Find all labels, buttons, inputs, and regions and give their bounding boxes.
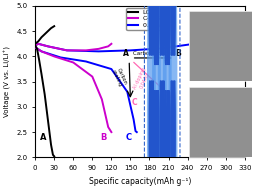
Circle shape [152,0,153,55]
Circle shape [163,81,164,182]
Circle shape [159,81,161,182]
Circle shape [163,0,164,55]
Circle shape [164,90,166,189]
Circle shape [161,0,162,55]
Circle shape [154,0,155,65]
Circle shape [151,0,160,189]
Circle shape [152,81,153,182]
Text: C: C [131,98,137,107]
Text: B: B [175,49,181,58]
Text: A: A [40,133,46,142]
Circle shape [150,0,151,55]
Circle shape [168,90,169,189]
Legend: LCSO, C-LCSO, 0.04 Al: LCSO, C-LCSO, 0.04 Al [126,8,167,30]
Circle shape [162,0,171,189]
Circle shape [155,0,156,65]
Circle shape [173,81,174,182]
Circle shape [172,0,173,55]
Circle shape [157,0,158,65]
Circle shape [173,0,174,55]
Circle shape [157,0,166,189]
Text: A: A [123,49,129,58]
Circle shape [168,0,169,65]
Text: Carbon coating: Carbon coating [132,51,174,56]
Circle shape [164,0,166,65]
Circle shape [155,90,156,189]
Circle shape [159,0,161,55]
X-axis label: Specific capacity(mAh g⁻¹): Specific capacity(mAh g⁻¹) [88,177,190,186]
Circle shape [170,0,171,55]
Circle shape [149,81,150,182]
Circle shape [146,0,155,189]
Circle shape [166,90,167,189]
Y-axis label: Voltage (V vs. Li/Li⁺): Voltage (V vs. Li/Li⁺) [4,46,11,117]
Circle shape [161,81,162,182]
Circle shape [168,0,177,189]
Circle shape [172,81,173,182]
Circle shape [149,0,150,55]
Circle shape [157,90,158,189]
Text: Al doping
0.04Al: Al doping 0.04Al [132,67,151,92]
Text: C: C [126,133,132,142]
Circle shape [170,81,171,182]
Circle shape [166,0,167,65]
Circle shape [154,90,155,189]
Text: Carbon
coating: Carbon coating [110,67,127,88]
Text: B: B [100,133,106,142]
Circle shape [150,81,151,182]
